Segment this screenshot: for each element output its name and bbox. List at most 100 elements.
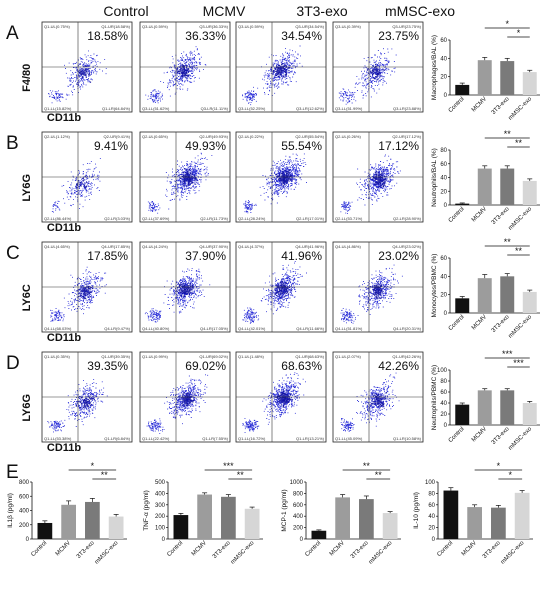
y-tick-label: 400 xyxy=(155,491,166,497)
quadrant-label-ll: Q1-LL(45.09%) xyxy=(335,436,363,441)
y-tick-label: 60 xyxy=(440,38,447,44)
quadrant-percent: 68.63% xyxy=(281,359,322,373)
quadrant-label-lr: Q3-LR(11.11%) xyxy=(201,106,229,111)
row-xlabel-B: CD11b xyxy=(47,222,82,234)
quadrant-label-ur: Q4-UR(37.90%) xyxy=(199,244,228,249)
quadrant-percent: 23.75% xyxy=(378,29,419,43)
flow-dots-dense xyxy=(176,282,194,297)
y-tick-label: 40 xyxy=(440,401,447,407)
x-tick-label: 3T3-exo xyxy=(76,540,96,560)
x-tick-label: mMSC-exo xyxy=(368,540,394,566)
flow-dots-dense xyxy=(76,63,92,83)
quadrant-label-lr: Q2-LR(11.73%) xyxy=(200,216,228,221)
y-tick-label: 600 xyxy=(293,503,304,509)
quadrant-label-ll: Q3-LL(51.99%) xyxy=(335,106,363,111)
significance-label: *** xyxy=(502,349,513,359)
quadrant-percent: 69.02% xyxy=(185,359,226,373)
bar-1 xyxy=(467,507,482,539)
flow-dots-dense xyxy=(370,281,383,299)
significance-label: ** xyxy=(237,470,245,480)
y-tick-label: 60 xyxy=(440,256,447,262)
quadrant-label-ul: Q4-UL(4.86%) xyxy=(335,244,361,249)
flow-plot-C-1: Q4-UL(4.24%) Q4-UR(37.90%) Q4-LL(40.80%) Q4… xyxy=(139,241,231,333)
bar-2 xyxy=(85,501,100,539)
quadrant-label-lr: Q2-LR(3.03%) xyxy=(104,216,130,221)
y-tick-label: 0 xyxy=(162,537,166,543)
column-header-3: mMSC-exo xyxy=(385,3,455,19)
quadrant-percent: 17.12% xyxy=(378,139,419,153)
quadrant-label-lr: Q2-LR(17.01%) xyxy=(296,216,325,221)
bar-3 xyxy=(514,492,530,539)
flow-plot-A-3: Q3-UL(0.39%) Q3-UR(23.75%) Q3-LL(51.99%) Q3… xyxy=(332,21,424,113)
flow-plot-C-0: Q4-UL(4.65%) Q4-UR(17.85%) Q4-LL(68.03%) Q4… xyxy=(41,241,133,333)
x-tick-label: mMSC-exo xyxy=(500,540,526,566)
y-tick-label: 20 xyxy=(440,412,447,418)
significance-label: * xyxy=(517,28,521,38)
quadrant-label-lr: Q3-LR(23.88%) xyxy=(393,106,422,111)
flow-plot-D-1: Q1-UL(0.99%) Q1-UR(69.02%) Q1-LL(22.42%) Q1… xyxy=(139,351,231,443)
quadrant-label-ur: Q1-UR(68.63%) xyxy=(295,354,324,359)
significance-label: * xyxy=(91,461,95,471)
x-tick-label: MCMV xyxy=(461,540,478,557)
bar-chart-E4: 0 20 40 60 80 100 IL-10 (pg/ml) Control MCMV 3T3-… xyxy=(413,461,533,566)
flow-dots xyxy=(145,46,207,104)
flow-plot-C-3: Q4-UL(4.86%) Q4-UR(23.02%) Q4-LL(51.81%) Q4… xyxy=(332,241,424,333)
y-tick-label: 400 xyxy=(293,514,304,520)
y-tick-label: 400 xyxy=(19,509,30,515)
x-tick-label: MCMV xyxy=(329,540,346,557)
significance-label: * xyxy=(508,470,512,480)
bar-2 xyxy=(500,390,515,425)
x-tick-label: MCMV xyxy=(55,540,72,557)
flow-dots xyxy=(340,372,400,433)
bar-0 xyxy=(443,490,459,539)
quadrant-label-lr: Q1-LR(64.84%) xyxy=(102,106,131,111)
quadrant-label-ul: Q1-UL(0.99%) xyxy=(142,354,168,359)
quadrant-label-ur: Q2-UR(9.41%) xyxy=(104,134,131,139)
y-tick-label: 100 xyxy=(155,526,166,532)
quadrant-percent: 23.02% xyxy=(378,249,419,263)
quadrant-label-lr: Q3-LR(12.62%) xyxy=(296,106,325,111)
flow-dots-dense xyxy=(275,389,293,408)
y-tick-label: 0 xyxy=(444,423,448,429)
bar-3 xyxy=(522,72,537,95)
bar-3 xyxy=(522,291,537,313)
bar-1 xyxy=(335,497,350,539)
quadrant-label-lr: Q4-LR(9.47%) xyxy=(104,326,130,331)
y-tick-label: 800 xyxy=(293,491,304,497)
quadrant-percent: 17.85% xyxy=(87,249,128,263)
y-tick-label: 60 xyxy=(428,503,435,509)
significance-label: ** xyxy=(515,246,523,256)
significance-label: * xyxy=(505,19,509,29)
y-axis-label: IL1β (pg/ml) xyxy=(7,493,14,528)
y-tick-label: 300 xyxy=(155,503,166,509)
column-header-2: 3T3-exo xyxy=(296,3,348,19)
panel-label-E: E xyxy=(6,462,19,483)
flow-plot-D-2: Q1-UL(1.48%) Q1-UR(68.63%) Q1-LL(16.72%) Q1… xyxy=(235,351,327,443)
quadrant-percent: 49.93% xyxy=(185,139,226,153)
quadrant-label-ur: Q3-UR(34.54%) xyxy=(295,24,324,29)
bar-1 xyxy=(477,390,492,425)
y-tick-label: 60 xyxy=(440,390,447,396)
quadrant-label-ul: Q2-UL(0.22%) xyxy=(238,134,264,139)
quadrant-label-ur: Q1-UR(18.58%) xyxy=(101,24,130,29)
bar-1 xyxy=(197,494,212,539)
bar-2 xyxy=(500,168,515,205)
x-tick-label: MCMV xyxy=(471,426,488,443)
y-tick-label: 800 xyxy=(19,480,30,486)
y-tick-label: 200 xyxy=(293,526,304,532)
quadrant-percent: 41.96% xyxy=(281,249,322,263)
significance-label: ** xyxy=(504,237,512,247)
quadrant-label-lr: Q1-LR(10.58%) xyxy=(393,436,422,441)
quadrant-label-ur: Q4-UR(41.96%) xyxy=(295,244,324,249)
y-tick-label: 200 xyxy=(155,514,166,520)
quadrant-percent: 42.26% xyxy=(378,359,419,373)
bar-3 xyxy=(522,180,537,205)
flow-dots xyxy=(47,379,108,433)
x-tick-label: Control xyxy=(166,540,184,558)
bar-2 xyxy=(359,499,374,539)
bar-3 xyxy=(382,513,398,539)
flow-dots-dense xyxy=(77,283,94,299)
panel-label-A: A xyxy=(6,23,19,44)
